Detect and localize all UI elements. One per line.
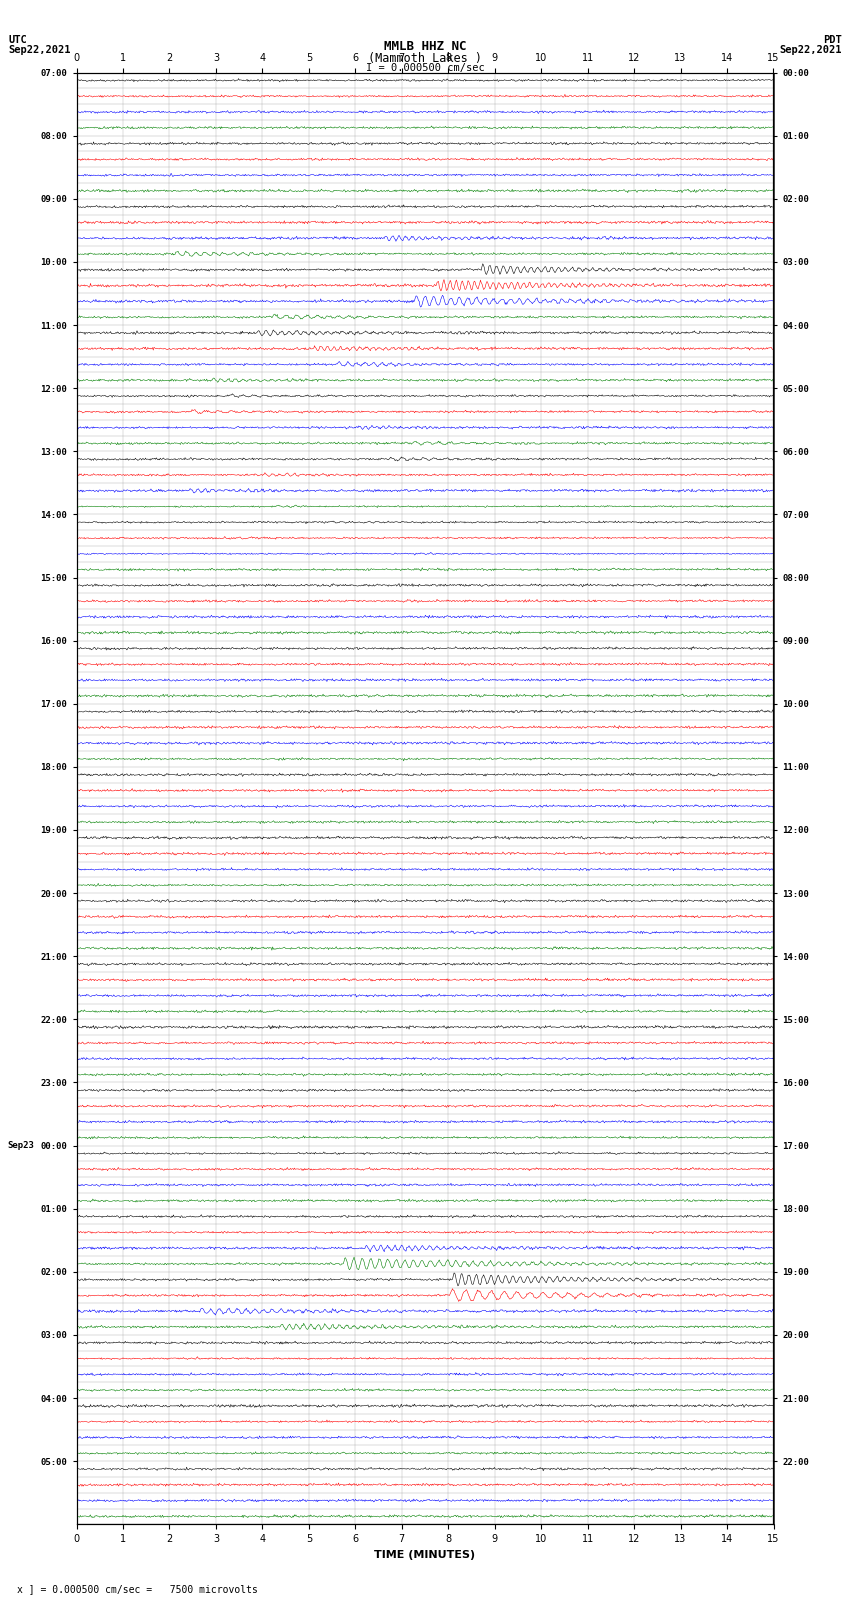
Text: Sep23: Sep23 bbox=[8, 1140, 35, 1150]
Text: I = 0.000500 cm/sec: I = 0.000500 cm/sec bbox=[366, 63, 484, 73]
Text: Sep22,2021: Sep22,2021 bbox=[8, 45, 71, 55]
Text: (Mammoth Lakes ): (Mammoth Lakes ) bbox=[368, 52, 482, 65]
X-axis label: TIME (MINUTES): TIME (MINUTES) bbox=[375, 1550, 475, 1560]
Text: UTC: UTC bbox=[8, 35, 27, 45]
Text: MMLB HHZ NC: MMLB HHZ NC bbox=[383, 40, 467, 53]
Text: x ] = 0.000500 cm/sec =   7500 microvolts: x ] = 0.000500 cm/sec = 7500 microvolts bbox=[17, 1584, 258, 1594]
Text: Sep22,2021: Sep22,2021 bbox=[779, 45, 842, 55]
Text: PDT: PDT bbox=[823, 35, 842, 45]
